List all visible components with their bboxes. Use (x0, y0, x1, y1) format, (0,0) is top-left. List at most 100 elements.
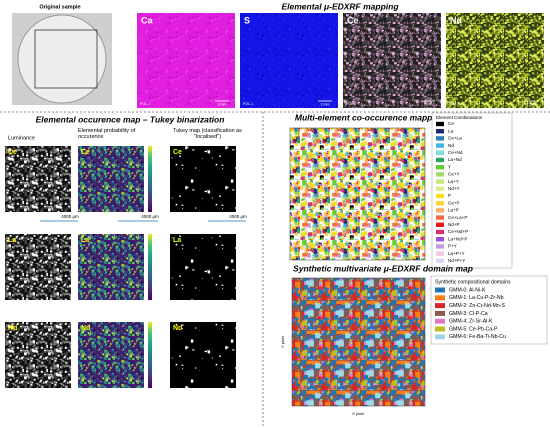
occurrence-map (78, 322, 144, 388)
legend-label: P (448, 193, 451, 198)
colorbar (148, 234, 152, 300)
legend-swatch (436, 215, 444, 220)
legend-label: Ce+La (448, 136, 462, 141)
legend-swatch (436, 244, 444, 249)
scale-label: 4000 μm (61, 214, 79, 219)
section-title: Multi-element co-occurence mapping (295, 112, 446, 122)
legend-label: GMM-1: La-Cu-P-Zr-Nb (449, 295, 504, 301)
legend-label: La+Nd (448, 157, 462, 162)
column-header-box: Elemental probability of occurence (78, 128, 136, 140)
scale-label: 4000 μm (141, 214, 159, 219)
colorbar (148, 322, 152, 388)
legend-label: La (448, 128, 454, 133)
legend-swatch (436, 208, 444, 213)
scale-label: 2 mm (527, 102, 536, 106)
axis-label: X pixel (352, 411, 364, 416)
occurrence-map (170, 322, 236, 388)
column-header: Elemental probability of occurence (78, 128, 136, 140)
legend-swatch (436, 186, 444, 191)
legend-label: Nd+P+Y (448, 258, 465, 263)
legend-label: GMM-6: Fe-Ba-Ti-Nb-Cu (449, 334, 506, 340)
element-map (446, 13, 544, 108)
legend-swatch (435, 326, 445, 332)
legend-swatch (435, 295, 445, 301)
element-label: Ce (347, 15, 359, 25)
element-map (343, 13, 441, 108)
legend-label: Ce (448, 121, 454, 126)
section-title: Elemental occurence map – Tukey binariza… (36, 114, 225, 124)
domain-map (291, 277, 426, 407)
panel-label: Original sample (39, 4, 80, 10)
legend-label: Ce+La+P (448, 215, 467, 220)
occurrence-map (78, 234, 144, 300)
section-title: Synthetic multivariate μ-EDXRF domain ma… (293, 263, 473, 273)
legend-swatch (436, 201, 444, 206)
scale-label: 4000 μm (229, 214, 247, 219)
row-label: Nd (173, 325, 182, 332)
colorbar (148, 146, 152, 212)
occurrence-map (170, 146, 236, 212)
legend-box (430, 275, 548, 345)
legend-label: La+P (448, 208, 459, 213)
legend-title: Element Combinations (436, 115, 483, 120)
legend-swatch (435, 318, 445, 324)
legend-swatch (436, 157, 444, 163)
column-header-box: Tukey map (classification as "localised"… (173, 128, 242, 140)
element-label: Ca (141, 15, 153, 25)
occurrence-map (5, 322, 71, 388)
legend-swatch (435, 334, 445, 340)
row-label: Nd (8, 325, 17, 332)
legend-label: La+Nd+P (448, 236, 467, 241)
legend-swatch (436, 165, 444, 170)
legend-label: Ce+Y (448, 172, 460, 177)
legend-label: La+Y (448, 179, 459, 184)
legend-label: Ce+Nd+P (448, 229, 468, 234)
legend-label: GMM-3: Cl-P-Ca (449, 311, 488, 317)
legend-swatch (435, 303, 445, 309)
legend-swatch (436, 136, 444, 141)
legend-label: Y (448, 164, 451, 169)
legend-label: P+Y (448, 244, 457, 249)
occurrence-map (78, 146, 144, 212)
legend-swatch (436, 193, 444, 199)
sample-id: POL-1 (346, 102, 356, 106)
element-label: S (244, 15, 250, 25)
legend-swatch (436, 258, 444, 263)
legend-swatch (436, 121, 444, 127)
legend-label: GMM-0: Al-Ni-K (449, 287, 486, 293)
legend-swatch (436, 143, 444, 148)
legend-swatch (436, 129, 444, 134)
occurrence-map (170, 234, 236, 300)
legend-label: La+P+Y (448, 251, 465, 256)
legend-label: Ce+Nd (448, 150, 463, 155)
element-map (240, 13, 338, 108)
sample-id: POL-1 (243, 102, 253, 106)
legend-swatch (436, 229, 444, 235)
sample-roi (34, 29, 98, 89)
axis-label: Y pixel (280, 336, 285, 348)
legend-swatch (436, 237, 444, 242)
cooccurrence-map (289, 127, 426, 261)
legend-swatch (435, 310, 445, 316)
legend-swatch (436, 172, 444, 177)
row-label: Ce (173, 149, 182, 156)
legend-label: GMM-4: Zr-Sr-Al-K (449, 319, 493, 325)
scale-label: 2 mm (321, 102, 330, 106)
element-label: Nd (450, 15, 462, 25)
legend-swatch (436, 179, 444, 184)
legend-label: GMM-5: Ce-Pb-Ca-P (449, 326, 498, 332)
sample-disk (17, 14, 107, 104)
legend-label: Nd+P (448, 222, 460, 227)
legend-label: Nd (448, 143, 454, 148)
column-header: Tukey map (classification as "localised"… (173, 128, 242, 140)
sample-id: POL-1 (449, 102, 459, 106)
sample-id: POL-1 (140, 102, 150, 106)
row-label: Ce (8, 149, 17, 156)
row-label: Nd (81, 325, 90, 332)
legend-label: Ce+P (448, 200, 460, 205)
legend-swatch (436, 251, 444, 256)
legend-box (431, 112, 513, 269)
scale-label: 2 mm (218, 102, 227, 106)
legend-label: Nd+Y (448, 186, 460, 191)
